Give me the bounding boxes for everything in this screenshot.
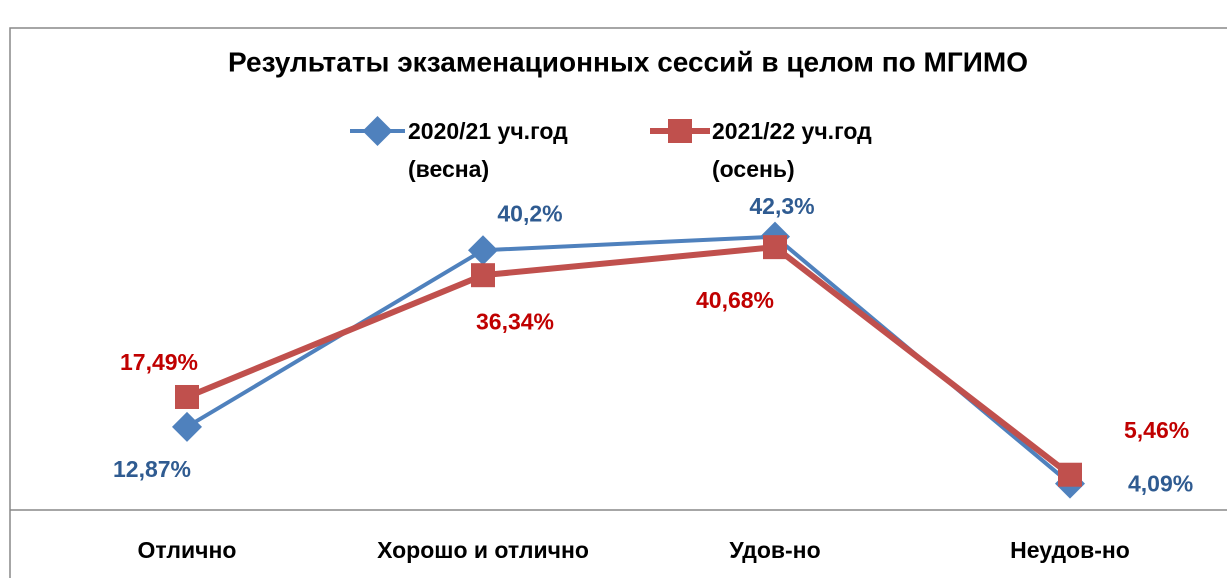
data-label: 17,49% bbox=[120, 349, 198, 375]
marker bbox=[471, 263, 495, 288]
x-tick-label: Отлично bbox=[138, 537, 237, 563]
data-label: 4,09% bbox=[1128, 471, 1193, 497]
x-tick-label: Неудов-но bbox=[1010, 537, 1130, 563]
data-label: 42,3% bbox=[749, 193, 814, 219]
data-label: 12,87% bbox=[113, 456, 191, 482]
legend-label: 2020/21 уч.год (весна) bbox=[408, 118, 568, 182]
data-label: 40,68% bbox=[696, 287, 774, 313]
data-label: 36,34% bbox=[476, 308, 554, 334]
data-label: 40,2% bbox=[497, 200, 562, 226]
marker bbox=[175, 384, 199, 409]
legend-marker bbox=[362, 116, 393, 146]
marker bbox=[468, 235, 498, 266]
data-label: 5,46% bbox=[1124, 417, 1189, 443]
x-tick-label: Удов-но bbox=[729, 537, 820, 563]
marker bbox=[763, 235, 787, 260]
chart-title: Результаты экзаменационных сессий в цело… bbox=[228, 46, 1028, 77]
legend-label: 2021/22 уч.год (осень) bbox=[712, 118, 872, 182]
marker bbox=[1058, 462, 1082, 487]
legend-marker bbox=[668, 119, 692, 143]
line bbox=[185, 244, 1072, 478]
x-tick-label: Хорошо и отлично bbox=[377, 537, 589, 563]
chart-frame bbox=[9, 27, 1227, 578]
marker bbox=[172, 411, 202, 442]
